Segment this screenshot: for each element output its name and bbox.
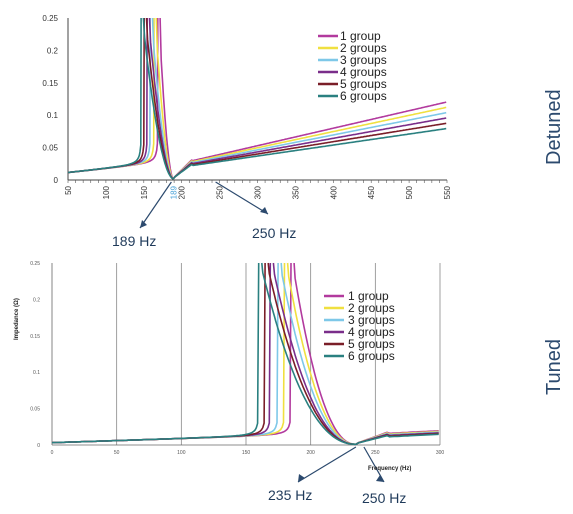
detuned-side-label: Detuned xyxy=(543,89,565,165)
detuned-y-tick-label: 0.2 xyxy=(47,46,59,55)
detuned-x-tick-label: 150 xyxy=(140,185,149,199)
detuned-annotation-arrow-189 xyxy=(139,181,172,229)
detuned-y-tick-label: 0.1 xyxy=(47,111,59,120)
detuned-x-tick-label: 400 xyxy=(329,185,338,199)
detuned-annotation-label-189: 189 Hz xyxy=(112,233,156,249)
tuned-y-tick-label: 0.25 xyxy=(30,261,40,267)
tuned-series xyxy=(51,262,439,446)
tuned-legend-label-1-group: 1 group xyxy=(348,289,389,303)
detuned-x-tick-label: 50 xyxy=(64,185,73,194)
detuned-annotation-arrowhead-189 xyxy=(140,220,147,228)
tuned-legend-label-4-groups: 4 groups xyxy=(348,325,395,339)
tuned-side-label: Tuned xyxy=(543,339,565,395)
tuned-y-tick-label: 0.05 xyxy=(30,407,40,413)
tuned-y-tick-label: 0.15 xyxy=(30,334,40,340)
detuned-legend-label-5-groups: 5 groups xyxy=(340,77,387,91)
detuned-x-tick-label: 100 xyxy=(102,185,111,199)
tuned-x-tick-label: 200 xyxy=(306,450,315,456)
tuned-series-6-groups xyxy=(51,262,439,446)
detuned-legend-label-3-groups: 3 groups xyxy=(340,53,387,67)
tuned-x-tick-label: 50 xyxy=(114,450,120,456)
detuned-axes xyxy=(67,18,448,183)
detuned-x-tick-label: 550 xyxy=(443,185,452,199)
detuned-annotation-arrow-250 xyxy=(215,181,269,215)
tuned-annotation-arrow-235 xyxy=(297,446,357,483)
tuned-annotations: 235 Hz 250 Hz xyxy=(268,446,406,506)
tuned-x-axis-title: Frequency (Hz) xyxy=(368,466,411,472)
tuned-annotation-arrowhead-235 xyxy=(298,474,305,482)
tuned-axes xyxy=(51,263,440,446)
tuned-x-tick-label: 300 xyxy=(436,450,445,456)
tuned-x-tick-label: 150 xyxy=(242,450,251,456)
detuned-x-tick-label: 250 xyxy=(216,185,225,199)
tuned-legend-label-5-groups: 5 groups xyxy=(348,337,395,351)
tuned-y-tick-label: 0.1 xyxy=(33,370,40,376)
tuned-legend-label-3-groups: 3 groups xyxy=(348,313,395,327)
detuned-x-tick-label: 200 xyxy=(178,185,187,199)
detuned-annotation-label-250: 250 Hz xyxy=(252,225,296,241)
detuned-y-tick-label: 0 xyxy=(54,176,59,185)
detuned-x-tick-label: 450 xyxy=(367,185,376,199)
detuned-y-tick-label: 0.15 xyxy=(42,79,58,88)
detuned-x-ticks: 50 100 150 189 200 250 300 350 400 450 500 550 xyxy=(64,185,452,199)
detuned-legend-label-4-groups: 4 groups xyxy=(340,65,387,79)
tuned-x-tick-label: 0 xyxy=(51,450,54,456)
detuned-y-ticks: 0 0.05 0.1 0.15 0.2 0.25 xyxy=(42,14,58,185)
tuned-x-ticks: 0 50 100 150 200 250 300 xyxy=(51,450,445,456)
detuned-annotations: 189 Hz 250 Hz xyxy=(112,181,296,249)
detuned-y-tick-label: 0.25 xyxy=(42,14,58,23)
detuned-series-5-groups xyxy=(67,17,447,180)
detuned-legend-label-1-group: 1 group xyxy=(340,29,381,43)
detuned-legend-label-2-groups: 2 groups xyxy=(340,41,387,55)
detuned-legend-label-6-groups: 6 groups xyxy=(340,89,387,103)
detuned-x-tick-label: 189 xyxy=(169,185,178,199)
tuned-chart: 0 0.05 0.1 0.15 0.2 0.25 0 50 100 150 200 250 300 1… xyxy=(30,261,444,506)
detuned-annotation-arrowhead-250 xyxy=(260,207,268,214)
tuned-y-axis-title: Impedance (Ω) xyxy=(14,298,20,340)
tuned-annotation-label-250: 250 Hz xyxy=(362,490,406,506)
tuned-annotation-label-235: 235 Hz xyxy=(268,487,312,503)
tuned-y-tick-label: 0 xyxy=(37,443,40,449)
detuned-x-tick-label: 500 xyxy=(405,185,414,199)
tuned-x-tick-label: 100 xyxy=(177,450,186,456)
detuned-series-6-groups xyxy=(67,17,447,180)
detuned-x-tick-label: 350 xyxy=(291,185,300,199)
tuned-y-tick-label: 0.2 xyxy=(33,297,40,303)
tuned-legend-label-2-groups: 2 groups xyxy=(348,301,395,315)
detuned-series xyxy=(67,17,447,180)
detuned-x-tick-label: 300 xyxy=(254,185,263,199)
detuned-y-tick-label: 0.05 xyxy=(42,144,58,153)
tuned-y-ticks: 0 0.05 0.1 0.15 0.2 0.25 xyxy=(30,261,40,449)
tuned-annotation-arrowhead-250 xyxy=(376,475,384,482)
tuned-x-tick-label: 250 xyxy=(371,450,380,456)
tuned-legend-label-6-groups: 6 groups xyxy=(348,349,395,363)
detuned-chart: 0 0.05 0.1 0.15 0.2 0.25 50 100 150 189 200 250 300… xyxy=(42,14,452,249)
tuned-grid xyxy=(116,263,441,445)
